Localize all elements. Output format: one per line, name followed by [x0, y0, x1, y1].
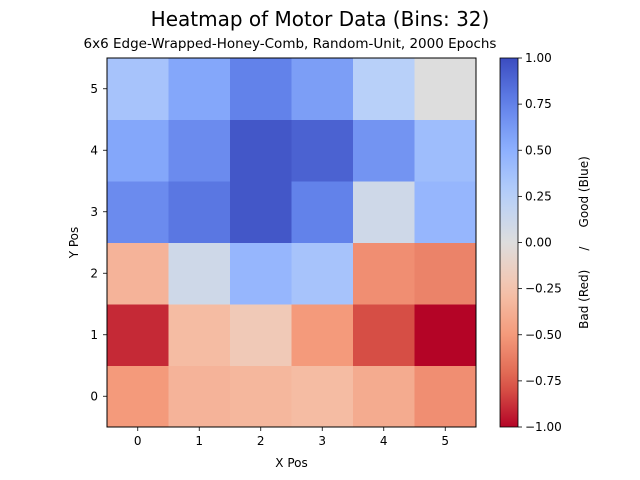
x-tick-label: 5: [441, 434, 449, 448]
y-axis-label: Y Pos: [67, 227, 81, 260]
heatmap-cell-x1-y3: [168, 181, 231, 243]
y-tick-label: 3: [90, 205, 98, 219]
heatmap-cell-x5-y2: [414, 242, 477, 305]
heatmap-cell-x4-y5: [353, 58, 415, 120]
x-tick-label: 3: [318, 434, 326, 448]
heatmap-cell-x1-y4: [168, 119, 231, 182]
heatmap-cell-x1-y0: [168, 365, 231, 428]
colorbar-tick-label: −1.00: [525, 420, 562, 434]
plot-frame: [106, 57, 477, 428]
heatmap-cell-x2-y1: [230, 304, 292, 366]
x-tick-label: 1: [195, 434, 203, 448]
x-tick-label: 2: [257, 434, 265, 448]
chart-subtitle: 6x6 Edge-Wrapped-Honey-Comb, Random-Unit…: [83, 36, 497, 52]
x-axis-label: X Pos: [275, 456, 307, 470]
y-tick-label: 0: [90, 389, 98, 403]
heatmap-cells: [107, 58, 477, 428]
heatmap-cell-x1-y2: [168, 242, 231, 305]
heatmap-cell-x0-y4: [107, 119, 169, 182]
y-tick-label: 2: [90, 266, 98, 280]
heatmap-cell-x4-y4: [353, 119, 415, 182]
heatmap-cell-x0-y3: [107, 181, 169, 243]
colorbar-tick-label: 0.00: [525, 236, 552, 250]
x-tick-label: 0: [134, 434, 142, 448]
heatmap-cell-x5-y1: [414, 304, 477, 366]
heatmap-cell-x3-y0: [291, 365, 354, 428]
x-axis: 0 1 2 3 4 5: [134, 427, 449, 448]
colorbar-tick-label: −0.50: [525, 328, 562, 342]
y-tick-label: 5: [90, 82, 98, 96]
colorbar-tick-label: 0.25: [525, 189, 552, 203]
heatmap-cell-x2-y0: [230, 365, 292, 428]
heatmap-cell-x4-y2: [353, 242, 415, 305]
heatmap-cell-x1-y5: [168, 58, 231, 120]
heatmap-cell-x3-y4: [291, 119, 354, 182]
heatmap-cell-x2-y2: [230, 242, 292, 305]
heatmap-cell-x3-y3: [291, 181, 354, 243]
heatmap-cell-x5-y4: [414, 119, 477, 182]
heatmap-cell-x3-y1: [291, 304, 354, 366]
heatmap-cell-x4-y3: [353, 181, 415, 243]
colorbar: [499, 57, 519, 428]
heatmap-cell-x0-y1: [107, 304, 169, 366]
heatmap-cell-x3-y5: [291, 58, 354, 120]
colorbar-tick-label: −0.75: [525, 374, 562, 388]
colorbar-tick-label: 0.75: [525, 97, 552, 111]
colorbar-tick-label: 0.50: [525, 143, 552, 157]
heatmap-cell-x3-y2: [291, 242, 354, 305]
heatmap-cell-x5-y5: [414, 58, 477, 120]
heatmap-cell-x0-y2: [107, 242, 169, 305]
colorbar-label: Bad (Red) / Good (Blue): [577, 156, 591, 329]
y-tick-label: 1: [90, 328, 98, 342]
heatmap-cell-x0-y5: [107, 58, 169, 120]
heatmap-cell-x5-y3: [414, 181, 477, 243]
y-tick-label: 4: [90, 143, 98, 157]
heatmap-cell-x5-y0: [414, 365, 477, 428]
y-axis: 0 1 2 3 4 5: [90, 82, 107, 403]
heatmap-cell-x4-y0: [353, 365, 415, 428]
chart-title: Heatmap of Motor Data (Bins: 32): [150, 7, 490, 31]
heatmap-cell-x2-y3: [230, 181, 292, 243]
x-tick-label: 4: [380, 434, 388, 448]
heatmap-cell-x4-y1: [353, 304, 415, 366]
heatmap-cell-x2-y5: [230, 58, 292, 120]
colorbar-tick-label: 1.00: [525, 51, 552, 65]
heatmap-cell-x2-y4: [230, 119, 292, 182]
colorbar-tick-label: −0.25: [525, 282, 562, 296]
heatmap-cell-x0-y0: [107, 365, 169, 428]
heatmap-cell-x1-y1: [168, 304, 231, 366]
colorbar-axis: 1.00 0.75 0.50 0.25 0.00 −0.25 −0.50 −0.75 −1.00: [518, 51, 562, 434]
